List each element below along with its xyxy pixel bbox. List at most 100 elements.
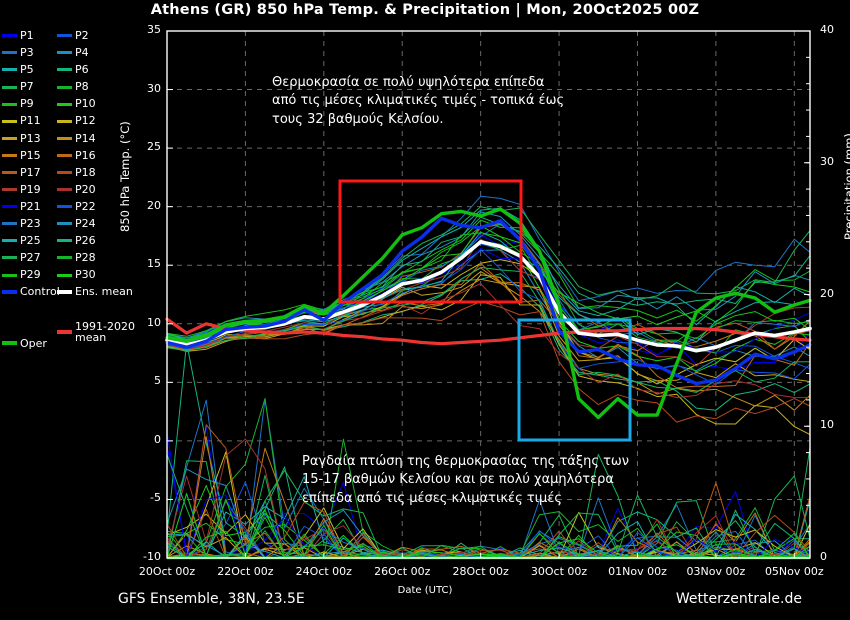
legend-row: P25 P26 bbox=[2, 235, 130, 252]
legend-item-p1[interactable]: P1 bbox=[2, 30, 34, 42]
x-axis-tick-label: 22Oct 00z bbox=[217, 565, 274, 578]
legend-row: P7 P8 bbox=[2, 81, 130, 98]
x-axis-tick-label: 24Oct 00z bbox=[295, 565, 352, 578]
legend-item-p7[interactable]: P7 bbox=[2, 81, 34, 93]
legend-row: Control Ens. mean bbox=[2, 286, 133, 303]
legend-label: P22 bbox=[75, 199, 96, 213]
legend-item-p20[interactable]: P20 bbox=[57, 184, 96, 196]
series-line-control bbox=[165, 216, 812, 386]
legend-item-p6[interactable]: P6 bbox=[57, 64, 89, 76]
legend-label: P15 bbox=[20, 148, 41, 162]
ensemble-member-temp-line bbox=[166, 232, 811, 340]
legend-label: P30 bbox=[75, 268, 96, 282]
legend-item-p18[interactable]: P18 bbox=[57, 167, 96, 179]
legend-item-p30[interactable]: P30 bbox=[57, 269, 96, 281]
legend-swatch-icon bbox=[57, 290, 72, 295]
legend-swatch-icon bbox=[2, 239, 17, 243]
legend-label: P11 bbox=[20, 114, 41, 128]
legend-row: P5 P6 bbox=[2, 64, 130, 81]
legend-item-control[interactable]: Control bbox=[2, 286, 60, 298]
legend-swatch-icon bbox=[57, 273, 72, 277]
legend-swatch-icon bbox=[57, 102, 72, 106]
x-axis-tick-label: 26Oct 00z bbox=[374, 565, 431, 578]
legend-item-p23[interactable]: P23 bbox=[2, 218, 41, 230]
legend-item-p15[interactable]: P15 bbox=[2, 150, 41, 162]
legend-label: P19 bbox=[20, 182, 41, 196]
legend-swatch-icon bbox=[57, 205, 72, 209]
legend-item-1991-2020-mean[interactable]: 1991-2020 mean bbox=[57, 320, 137, 344]
legend-item-p26[interactable]: P26 bbox=[57, 235, 96, 247]
legend-label: P1 bbox=[20, 29, 34, 42]
legend-item-p21[interactable]: P21 bbox=[2, 201, 41, 213]
legend-label: P18 bbox=[75, 165, 96, 179]
legend-item-p27[interactable]: P27 bbox=[2, 252, 41, 264]
legend-item-oper[interactable]: Oper bbox=[2, 338, 47, 350]
legend-item-p9[interactable]: P9 bbox=[2, 98, 34, 110]
y-axis-label-right: Precipitation (mm) bbox=[842, 133, 850, 240]
y-axis-tick-label: -5 bbox=[150, 491, 161, 505]
legend-item-ens-mean[interactable]: Ens. mean bbox=[57, 286, 133, 298]
legend-row: P17 P18 bbox=[2, 167, 130, 184]
legend-item-p14[interactable]: P14 bbox=[57, 133, 96, 145]
legend-item-p24[interactable]: P24 bbox=[57, 218, 96, 230]
legend-swatch-icon bbox=[57, 256, 72, 260]
legend-item-p28[interactable]: P28 bbox=[57, 252, 96, 264]
legend-swatch-icon bbox=[2, 51, 17, 55]
legend-label: P24 bbox=[75, 217, 96, 231]
y2-axis-tick-label: 0 bbox=[820, 550, 827, 563]
legend-swatch-icon bbox=[2, 102, 17, 106]
legend-swatch-icon bbox=[57, 153, 72, 157]
highlight-box-cold bbox=[517, 318, 632, 442]
legend-item-p3[interactable]: P3 bbox=[2, 47, 34, 59]
legend-item-p17[interactable]: P17 bbox=[2, 167, 41, 179]
legend-item-p11[interactable]: P11 bbox=[2, 115, 41, 127]
legend-label: P26 bbox=[75, 234, 96, 248]
legend-item-p10[interactable]: P10 bbox=[57, 98, 96, 110]
legend-swatch-icon bbox=[2, 188, 17, 192]
legend-row: P3 P4 bbox=[2, 47, 130, 64]
legend-swatch-icon bbox=[2, 205, 17, 209]
legend-swatch-icon bbox=[2, 153, 17, 157]
y2-axis-tick-label: 30 bbox=[820, 154, 834, 168]
legend-item-p25[interactable]: P25 bbox=[2, 235, 41, 247]
legend-item-p12[interactable]: P12 bbox=[57, 115, 96, 127]
y-axis-tick-label: 0 bbox=[154, 432, 161, 446]
legend-label: P27 bbox=[20, 251, 41, 265]
footer-model-info: GFS Ensemble, 38N, 23.5E bbox=[118, 591, 305, 607]
legend-item-p29[interactable]: P29 bbox=[2, 269, 41, 281]
legend-row: P1 P2 bbox=[2, 30, 130, 47]
legend-swatch-icon bbox=[2, 256, 17, 260]
legend-label: P5 bbox=[20, 63, 34, 77]
x-axis-label: Date (UTC) bbox=[397, 585, 453, 596]
chart-title: Athens (GR) 850 hPa Temp. & Precipitatio… bbox=[150, 2, 700, 18]
y2-axis-tick-label: 10 bbox=[820, 418, 834, 432]
ensemble-member-precip-line bbox=[166, 424, 811, 559]
ensemble-member-temp-line bbox=[166, 267, 811, 358]
legend-item-p22[interactable]: P22 bbox=[57, 201, 96, 213]
legend-label: P13 bbox=[20, 131, 41, 145]
legend-item-p5[interactable]: P5 bbox=[2, 64, 34, 76]
legend-row: P19 P20 bbox=[2, 184, 130, 201]
legend-item-p8[interactable]: P8 bbox=[57, 81, 89, 93]
legend-item-p4[interactable]: P4 bbox=[57, 47, 89, 59]
legend-swatch-icon bbox=[2, 171, 17, 175]
legend-row: P23 P24 bbox=[2, 218, 130, 235]
legend-item-p16[interactable]: P16 bbox=[57, 150, 96, 162]
legend-label: P16 bbox=[75, 148, 96, 162]
annotation-warm-anomaly: Θερμοκρασία σε πολύ υψηλότερα επίπεδα απ… bbox=[272, 75, 565, 127]
legend-item-p2[interactable]: P2 bbox=[57, 30, 89, 42]
x-axis-tick-label: 20Oct 00z bbox=[138, 565, 196, 578]
legend-label: Oper bbox=[20, 336, 47, 350]
legend-swatch-icon bbox=[57, 136, 72, 140]
legend-item-p19[interactable]: P19 bbox=[2, 184, 41, 196]
legend-swatch-icon bbox=[2, 68, 17, 72]
y-axis-tick-label: 5 bbox=[154, 374, 161, 388]
legend-swatch-icon bbox=[2, 119, 17, 123]
legend-item-p13[interactable]: P13 bbox=[2, 133, 41, 145]
legend-swatch-icon bbox=[2, 222, 17, 226]
legend-row: P29 P30 bbox=[2, 269, 130, 286]
legend-row: 1991-2020 mean bbox=[2, 320, 135, 343]
series-line-ens-mean bbox=[165, 240, 812, 353]
